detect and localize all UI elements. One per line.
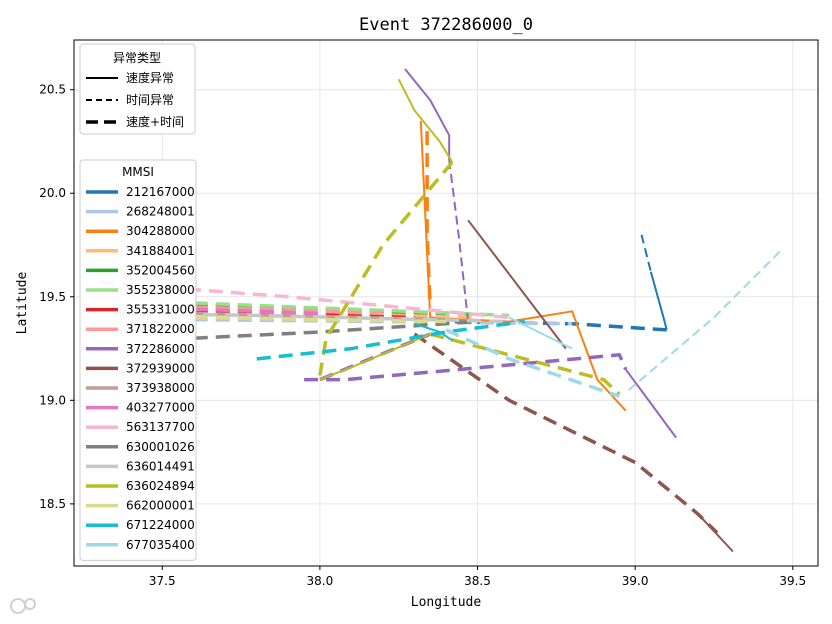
- series-line-372286000: [404, 68, 451, 161]
- series-legend-label: 630001026: [126, 440, 195, 454]
- y-tick-label: 18.5: [39, 497, 66, 511]
- series-line-636024894: [318, 161, 454, 376]
- watermark: [10, 598, 36, 614]
- series-line-212167000: [640, 234, 652, 273]
- series-legend-frame: [79, 159, 197, 561]
- series-662000001: [193, 315, 447, 324]
- series-630001026: [193, 319, 478, 340]
- series-legend-label: 371822000: [126, 322, 195, 336]
- series-legend-label: 677035400: [126, 538, 195, 552]
- series-legend-label: 372939000: [126, 361, 195, 375]
- series-legend-label: 355331000: [126, 303, 195, 317]
- x-tick-label: 38.5: [464, 574, 491, 588]
- series-legend-label: 268248001: [126, 205, 195, 219]
- series-line-636024894: [429, 332, 621, 396]
- grid: [74, 40, 818, 566]
- series-line-671224000: [256, 319, 526, 361]
- series-legend-label: 671224000: [126, 518, 195, 532]
- series-legend-label: 636024894: [126, 479, 195, 493]
- series-line-371822000: [193, 305, 383, 316]
- series-line-355238000: [193, 301, 510, 318]
- series-line-304288000: [425, 131, 432, 308]
- watermark-logo-icon: [24, 598, 36, 610]
- x-tick-label: 37.5: [149, 574, 176, 588]
- plot-frame: [73, 39, 819, 567]
- series-563137700: [99, 280, 510, 320]
- y-tick-label: 20.5: [39, 83, 66, 97]
- series-layer: [99, 68, 781, 553]
- series-line-677035400: [445, 328, 620, 398]
- x-tick-label: 39.5: [779, 574, 806, 588]
- style-legend-label: 时间异常: [126, 93, 174, 107]
- series-line-671224000: [414, 322, 453, 342]
- x-tick-label: 39.0: [622, 574, 649, 588]
- y-tick-label: 20.0: [39, 186, 66, 200]
- series-636024894: [318, 78, 621, 396]
- series-legend-label: 212167000: [126, 185, 195, 199]
- y-axis-label: Latitude: [15, 272, 30, 335]
- y-tick-label: 19.0: [39, 393, 66, 407]
- series-355238000: [193, 301, 510, 318]
- series-line-636024894: [319, 333, 431, 381]
- series-line-212167000: [649, 271, 668, 331]
- series-line-372939000: [413, 332, 719, 535]
- style-legend-title: 异常类型: [113, 51, 161, 65]
- series-372939000: [413, 219, 734, 553]
- series-line-563137700: [99, 280, 510, 320]
- x-axis-label: Longitude: [411, 595, 482, 610]
- series-legend-label: 352004560: [126, 263, 195, 277]
- style-legend-frame: [79, 43, 196, 135]
- chart-title: Event 372286000_0: [359, 15, 533, 35]
- series-legend: MMSI 212167000 268248001 304288000 341884001…: [79, 159, 197, 561]
- series-line-372286000: [448, 159, 470, 322]
- series-line-677035400: [508, 316, 573, 350]
- series-legend-label: 373938000: [126, 381, 195, 395]
- series-line-677035400: [628, 250, 781, 391]
- series-371822000: [193, 305, 383, 316]
- series-legend-label: 372286000: [126, 342, 195, 356]
- y-tick-label: 19.5: [39, 290, 66, 304]
- series-legend-label: 341884001: [126, 244, 195, 258]
- x-tick-label: 38.0: [307, 574, 334, 588]
- style-legend-label: 速度+时间: [126, 114, 184, 129]
- series-legend-label: 563137700: [126, 420, 195, 434]
- series-671224000: [256, 319, 526, 361]
- series-legend-label: 636014491: [126, 459, 195, 473]
- series-line-372286000: [304, 353, 628, 382]
- series-legend-label: 403277000: [126, 401, 195, 415]
- series-677035400: [445, 250, 781, 398]
- series-legend-label: 355238000: [126, 283, 195, 297]
- style-legend-label: 速度异常: [126, 70, 174, 85]
- series-line-372939000: [697, 513, 734, 553]
- ticks: 37.5 38.0 38.5 39.0 39.5 18.5 19.0 19.5 20.0 20.5: [39, 83, 806, 588]
- series-line-372939000: [467, 219, 567, 350]
- series-line-636024894: [397, 78, 454, 163]
- series-line-372286000: [624, 368, 677, 439]
- series-legend-label: 304288000: [126, 224, 195, 238]
- series-line-630001026: [193, 319, 478, 340]
- series-legend-title: MMSI: [122, 165, 154, 179]
- series-legend-label: 662000001: [126, 499, 195, 513]
- series-line-662000001: [193, 315, 447, 324]
